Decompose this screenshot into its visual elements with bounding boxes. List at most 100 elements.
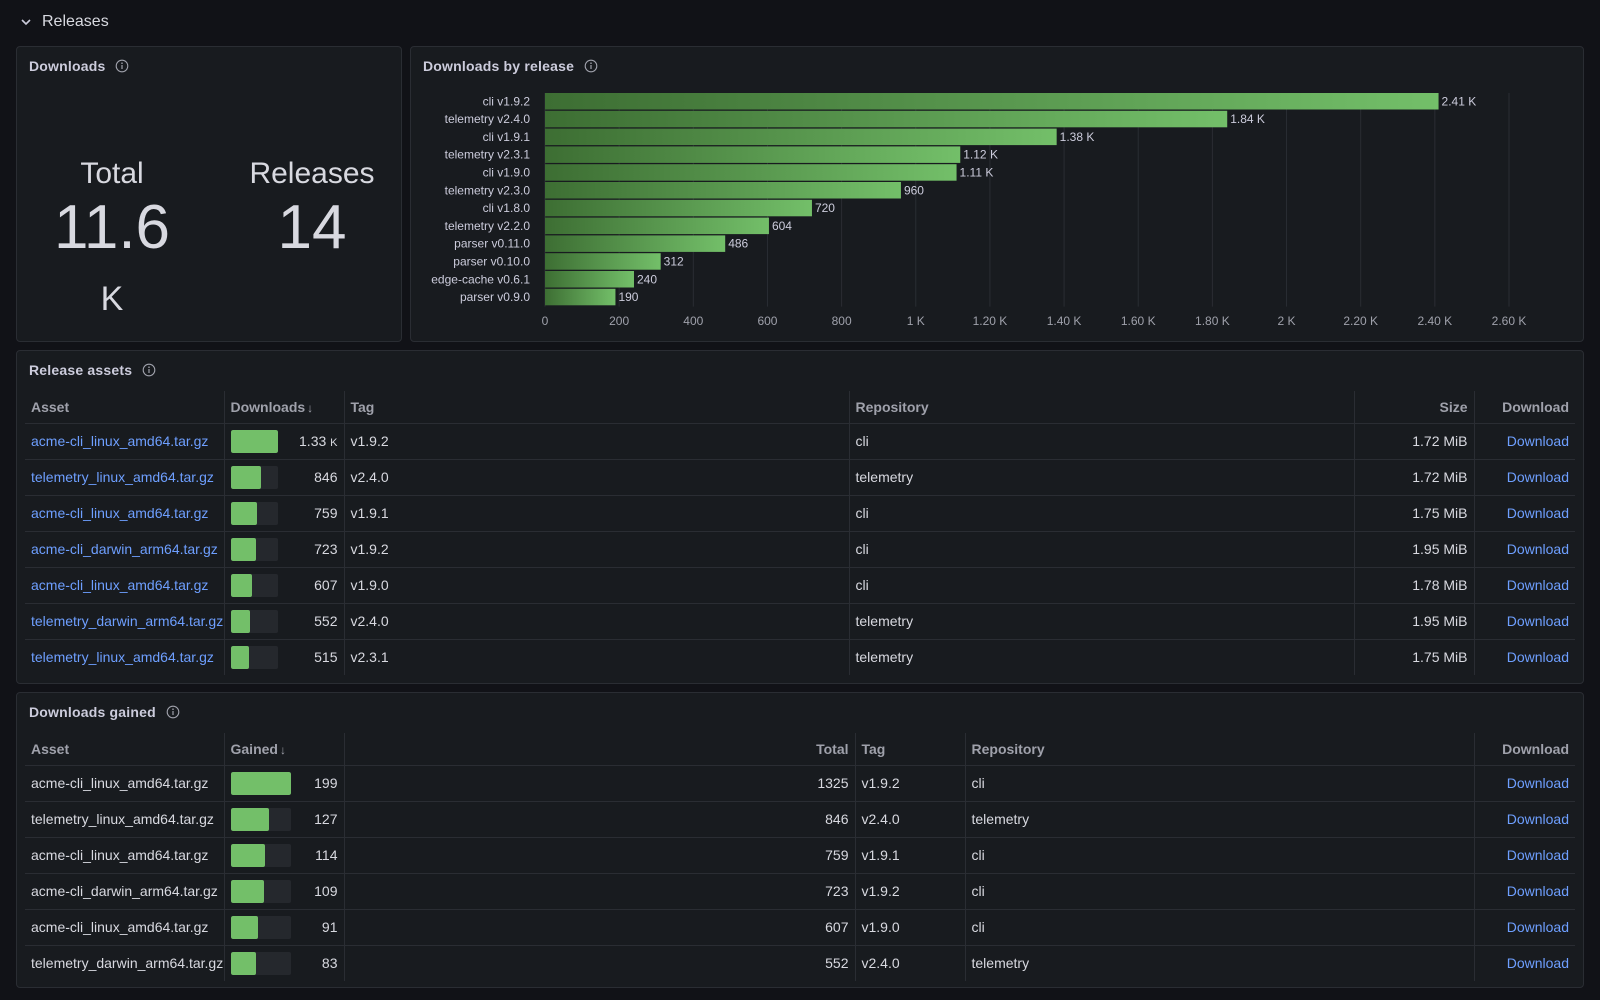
table-header: Asset Gained↓ Total Tag Repository Downl… xyxy=(25,733,1575,765)
value-label: 240 xyxy=(637,272,657,286)
downloads-cell: 759 xyxy=(224,495,344,531)
total-value: 11.6 K xyxy=(37,197,187,321)
bar[interactable] xyxy=(545,182,901,199)
downloads-value: 846 xyxy=(284,469,338,485)
category-label: telemetry v2.3.1 xyxy=(445,148,531,162)
releases-value: 14 xyxy=(232,197,392,259)
download-link[interactable]: Download xyxy=(1474,801,1575,837)
table-row: acme-cli_linux_amd64.tar.gz759 v1.9.1cli… xyxy=(25,495,1575,531)
bar[interactable] xyxy=(545,129,1057,146)
column-header-tag[interactable]: Tag xyxy=(344,391,849,423)
bar[interactable] xyxy=(545,93,1439,110)
download-link[interactable]: Download xyxy=(1474,459,1575,495)
repository-cell: cli xyxy=(849,495,1354,531)
gained-gauge xyxy=(231,952,291,975)
asset-link[interactable]: acme-cli_darwin_arm64.tar.gz xyxy=(25,531,224,567)
bar[interactable] xyxy=(545,164,957,181)
x-tick-label: 1 K xyxy=(907,314,925,328)
gained-value: 109 xyxy=(297,883,338,899)
size-cell: 1.75 MiB xyxy=(1354,495,1474,531)
table-row: telemetry_linux_amd64.tar.gz515 v2.3.1te… xyxy=(25,639,1575,675)
download-link[interactable]: Download xyxy=(1474,495,1575,531)
asset-link[interactable]: acme-cli_linux_amd64.tar.gz xyxy=(25,567,224,603)
column-header-repository[interactable]: Repository xyxy=(965,733,1474,765)
category-label: edge-cache v0.6.1 xyxy=(431,272,530,286)
table-row: acme-cli_linux_amd64.tar.gz91607v1.9.0cl… xyxy=(25,909,1575,945)
gained-value: 114 xyxy=(297,847,338,863)
category-label: telemetry v2.3.0 xyxy=(445,183,531,197)
release-assets-table: Asset Downloads↓ Tag Repository Size Dow… xyxy=(25,391,1575,675)
download-link[interactable]: Download xyxy=(1474,639,1575,675)
asset-cell: acme-cli_linux_amd64.tar.gz xyxy=(25,909,224,945)
x-tick-label: 800 xyxy=(832,314,852,328)
asset-link[interactable]: acme-cli_linux_amd64.tar.gz xyxy=(25,423,224,459)
info-icon[interactable] xyxy=(115,59,129,73)
column-header-download[interactable]: Download xyxy=(1474,733,1575,765)
category-label: cli v1.8.0 xyxy=(483,201,531,215)
gained-cell: 83 xyxy=(224,945,344,981)
download-link[interactable]: Download xyxy=(1474,567,1575,603)
column-header-tag[interactable]: Tag xyxy=(855,733,965,765)
column-header-size[interactable]: Size xyxy=(1354,391,1474,423)
size-cell: 1.72 MiB xyxy=(1354,423,1474,459)
table-row: telemetry_darwin_arm64.tar.gz83552v2.4.0… xyxy=(25,945,1575,981)
bar[interactable] xyxy=(545,111,1227,128)
value-label: 1.12 K xyxy=(963,148,998,162)
download-link[interactable]: Download xyxy=(1474,603,1575,639)
bar[interactable] xyxy=(545,271,634,288)
downloads-gained-panel: Downloads gained Asset Gained↓ Total Tag… xyxy=(16,692,1584,988)
bar[interactable] xyxy=(545,289,615,306)
info-icon[interactable] xyxy=(142,363,156,377)
column-header-gained[interactable]: Gained↓ xyxy=(224,733,344,765)
tag-cell: v2.4.0 xyxy=(855,945,965,981)
column-header-downloads[interactable]: Downloads↓ xyxy=(224,391,344,423)
downloads-value: 723 xyxy=(284,541,338,557)
gained-gauge xyxy=(231,916,291,939)
column-header-asset[interactable]: Asset xyxy=(25,733,224,765)
info-icon[interactable] xyxy=(166,705,180,719)
downloads-gauge xyxy=(231,538,278,561)
gained-value: 91 xyxy=(297,919,338,935)
gained-cell: 114 xyxy=(224,837,344,873)
sort-desc-icon: ↓ xyxy=(280,743,286,757)
asset-cell: acme-cli_darwin_arm64.tar.gz xyxy=(25,873,224,909)
downloads-gauge xyxy=(231,430,278,453)
gained-gauge xyxy=(231,808,291,831)
asset-link[interactable]: telemetry_linux_amd64.tar.gz xyxy=(25,639,224,675)
repository-cell: cli xyxy=(965,765,1474,801)
asset-link[interactable]: acme-cli_linux_amd64.tar.gz xyxy=(25,495,224,531)
download-link[interactable]: Download xyxy=(1474,873,1575,909)
download-link[interactable]: Download xyxy=(1474,423,1575,459)
downloads-value: 1.33 K xyxy=(284,433,338,449)
column-header-asset[interactable]: Asset xyxy=(25,391,224,423)
bar[interactable] xyxy=(545,218,769,235)
gained-gauge xyxy=(231,772,291,795)
bar[interactable] xyxy=(545,146,960,163)
downloads-gauge xyxy=(231,610,278,633)
x-tick-label: 1.20 K xyxy=(973,314,1008,328)
asset-link[interactable]: telemetry_darwin_arm64.tar.gz xyxy=(25,603,224,639)
column-header-total[interactable]: Total xyxy=(344,733,855,765)
asset-link[interactable]: telemetry_linux_amd64.tar.gz xyxy=(25,459,224,495)
download-link[interactable]: Download xyxy=(1474,765,1575,801)
row-toggle-releases[interactable]: Releases xyxy=(20,8,109,36)
column-header-repository[interactable]: Repository xyxy=(849,391,1354,423)
panel-title: Downloads xyxy=(29,58,105,74)
value-label: 190 xyxy=(618,290,638,304)
download-link[interactable]: Download xyxy=(1474,837,1575,873)
download-link[interactable]: Download xyxy=(1474,945,1575,981)
bar[interactable] xyxy=(545,200,812,217)
gained-cell: 127 xyxy=(224,801,344,837)
release-assets-panel: Release assets Asset Downloads↓ Tag Repo… xyxy=(16,350,1584,684)
category-label: cli v1.9.0 xyxy=(483,165,531,179)
downloads-cell: 607 xyxy=(224,567,344,603)
gained-cell: 91 xyxy=(224,909,344,945)
download-link[interactable]: Download xyxy=(1474,909,1575,945)
download-link[interactable]: Download xyxy=(1474,531,1575,567)
releases-label: Releases xyxy=(232,157,392,191)
column-header-download[interactable]: Download xyxy=(1474,391,1575,423)
bar[interactable] xyxy=(545,253,661,270)
total-cell: 723 xyxy=(344,873,855,909)
bar[interactable] xyxy=(545,235,725,252)
value-label: 1.84 K xyxy=(1230,112,1265,126)
